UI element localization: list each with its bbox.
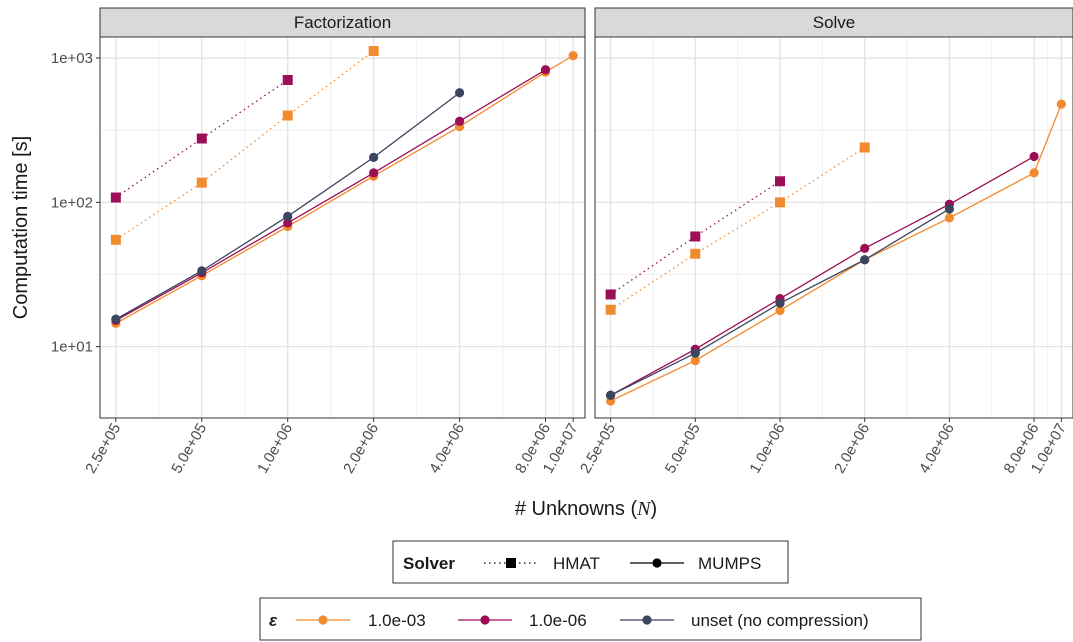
data-point-circle: [1029, 151, 1039, 162]
y-axis-title: Computation time [s]: [10, 136, 32, 319]
data-point-circle: [283, 218, 293, 228]
y-tick-label: 1e+03: [51, 50, 93, 67]
series-hmat-1: [110, 74, 293, 203]
legend-key-circle: [318, 615, 328, 625]
data-point-square: [282, 74, 293, 85]
data-point-square: [859, 142, 870, 153]
series-mumps-4: [111, 88, 465, 324]
facet-title: Solve: [813, 13, 856, 32]
x-axis-title-suffix: ): [650, 498, 657, 520]
series-line: [610, 146, 866, 311]
data-point-circle: [568, 51, 578, 61]
data-point-circle: [690, 355, 700, 366]
data-point-circle: [775, 305, 785, 316]
legend-label: 1.0e-06: [529, 611, 587, 630]
data-point-circle: [1029, 168, 1039, 178]
legend-title: ε: [269, 611, 278, 630]
legend-label: HMAT: [553, 554, 600, 573]
data-point-square: [605, 304, 616, 315]
data-point-circle: [775, 298, 785, 308]
data-point-circle: [860, 255, 870, 265]
data-point-circle: [944, 213, 954, 223]
plot-background: [595, 37, 1073, 418]
legend-key-circle: [480, 615, 490, 625]
series-hmat-1: [605, 176, 786, 300]
series-line: [610, 155, 1035, 396]
data-point-square: [196, 177, 207, 188]
legend-label: MUMPS: [698, 554, 761, 573]
facet-strip: [99, 7, 586, 38]
data-point-square: [110, 234, 121, 245]
x-tick-label: 5.0e+05: [168, 421, 210, 477]
x-axis-title-symbol: N: [636, 498, 652, 520]
data-point-circle: [454, 116, 465, 126]
legend-epsilon: ε 1.0e-03 1.0e-06 unset (no compression): [259, 597, 922, 641]
y-tick-label: 1e+02: [51, 194, 93, 211]
x-tick-label: 1.0e+06: [254, 421, 296, 477]
x-tick-label: 4.0e+06: [916, 421, 958, 477]
series-mumps-4: [606, 204, 954, 400]
data-point-circle: [860, 243, 870, 253]
data-point-square: [196, 133, 207, 144]
legend-label: unset (no compression): [691, 611, 869, 630]
panel-solve: Solve 2.5e+05 5.0e+05 1.0e+06 2.0e+06 4.0e+06…: [577, 7, 1073, 477]
series-line: [115, 50, 375, 241]
data-point-square: [368, 45, 379, 56]
legend-title: Solver: [403, 554, 455, 573]
data-point-square: [605, 289, 616, 300]
panel-border: [99, 36, 586, 419]
data-point-circle: [454, 88, 465, 98]
series-hmat-0: [110, 45, 379, 245]
x-tick-label: 2.0e+06: [831, 421, 873, 477]
data-point-circle: [944, 204, 954, 214]
data-point-circle: [283, 211, 293, 221]
x-axis-title: # Unknowns (N): [515, 498, 657, 520]
data-point-circle: [111, 314, 121, 324]
data-point-circle: [540, 65, 551, 75]
data-point-circle: [197, 266, 207, 276]
data-point-square: [690, 248, 701, 259]
data-point-square: [775, 176, 786, 187]
x-tick-label: 1.0e+06: [746, 421, 788, 477]
data-point-circle: [690, 348, 700, 358]
x-tick-label: 4.0e+06: [426, 420, 468, 476]
data-point-circle: [606, 390, 616, 400]
legend-box: [259, 597, 922, 641]
legend-key-square: [506, 558, 516, 568]
data-point-square: [690, 231, 701, 242]
panel-border: [594, 36, 1073, 419]
legend-key-circle: [652, 558, 662, 568]
y-tick-label: 1e+01: [51, 339, 93, 356]
series-hmat-0: [605, 142, 870, 315]
series-line: [115, 69, 546, 321]
data-point-square: [775, 197, 786, 208]
legend-label: 1.0e-03: [368, 611, 426, 630]
data-point-square: [282, 110, 293, 121]
data-point-circle: [369, 152, 379, 162]
legend-solver: Solver HMAT MUMPS: [392, 540, 789, 584]
x-tick-label: 2.0e+06: [340, 421, 382, 477]
x-tick-label: 2.5e+05: [577, 421, 619, 477]
plot-background: [100, 37, 585, 418]
series-line: [610, 180, 781, 295]
legend-box: [392, 540, 789, 584]
facet-strip: [594, 7, 1073, 38]
data-point-circle: [1056, 99, 1066, 109]
data-point-circle: [369, 168, 379, 178]
x-axis-title-prefix: # Unknowns (: [515, 498, 638, 520]
data-point-square: [110, 192, 121, 203]
x-tick-label: 2.5e+05: [82, 421, 124, 477]
panel-factorization: Factorization 2.5e+05 5.0e+05 1.0e+06 2.0e+0…: [82, 7, 586, 477]
x-tick-label: 5.0e+05: [662, 421, 704, 477]
facet-title: Factorization: [294, 13, 391, 32]
legend-key-circle: [642, 615, 652, 625]
